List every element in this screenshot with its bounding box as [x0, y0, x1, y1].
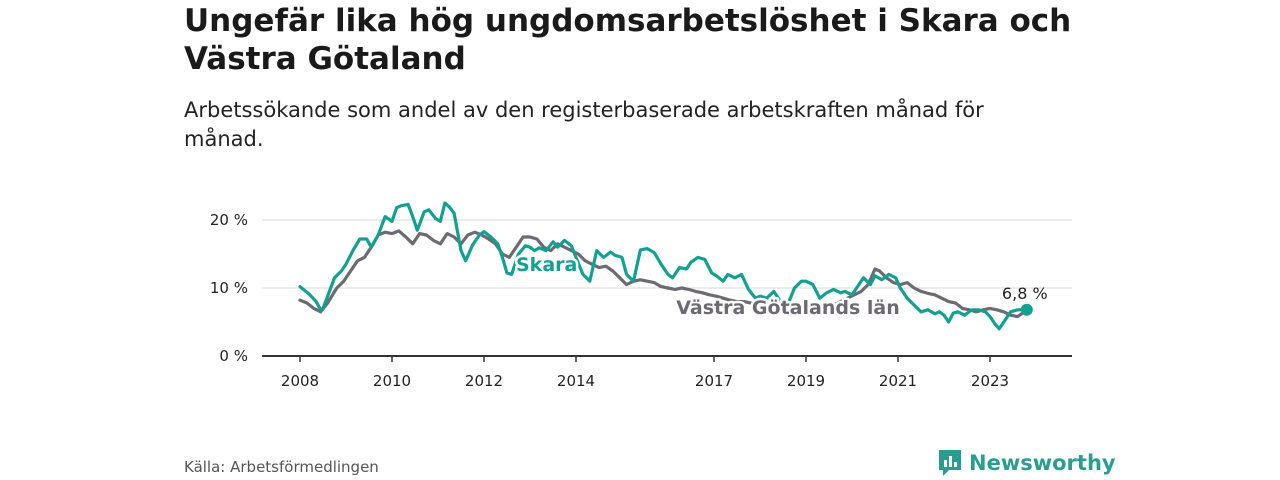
skara-line: [298, 201, 1029, 331]
line-chart: 0 % 10 % 20 % 2008 2010 2012 2014 2017 2019 2021…: [210, 201, 1072, 390]
x-tick-label: 2021: [879, 372, 917, 390]
skara-end-point: [1020, 303, 1033, 316]
chart-title: Ungefär lika hög ungdomsarbetslöshet i S…: [184, 3, 1072, 77]
vastra-gotaland-label: Västra Götalands län: [676, 297, 899, 319]
x-tick-label: 2008: [281, 372, 319, 390]
skara-label: Skara: [516, 254, 577, 276]
x-tick-label: 2012: [465, 372, 503, 390]
newsworthy-logo[interactable]: Newsworthy: [937, 448, 1116, 478]
x-axis: 2008 2010 2012 2014 2017 2019 2021 2023: [281, 356, 1009, 390]
x-tick-label: 2017: [695, 372, 733, 390]
series-lines: [298, 201, 1033, 331]
y-tick-label: 0 %: [219, 347, 248, 365]
x-tick-label: 2023: [971, 372, 1009, 390]
source-note: Källa: Arbetsförmedlingen: [184, 458, 379, 476]
vastra-gotaland-line: [298, 229, 1029, 319]
y-axis: 0 % 10 % 20 %: [210, 211, 248, 365]
chart-subtitle: Arbetssökande som andel av den registerb…: [184, 98, 984, 151]
newsworthy-logo-icon: [939, 450, 961, 476]
x-tick-label: 2014: [557, 372, 595, 390]
series-labels: 6,8 % Västra Götalands län Skara: [514, 252, 1048, 322]
end-value-label: 6,8 %: [1002, 284, 1048, 303]
newsworthy-logo-text: Newsworthy: [969, 451, 1116, 475]
y-tick-label: 10 %: [210, 279, 248, 297]
x-tick-label: 2019: [787, 372, 825, 390]
x-tick-label: 2010: [373, 372, 411, 390]
y-tick-label: 20 %: [210, 211, 248, 229]
